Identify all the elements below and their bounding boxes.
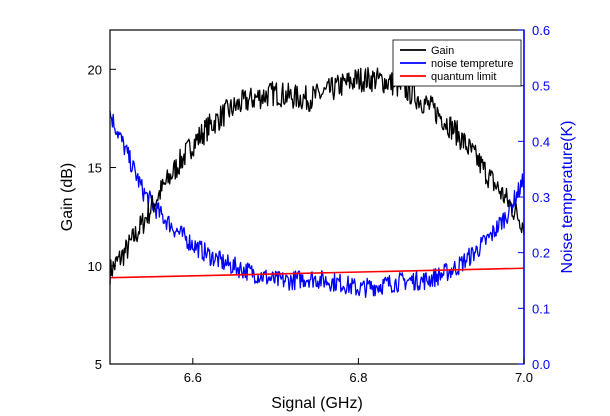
y-left-tick-label-3: 20 <box>88 62 102 77</box>
x-tick-label-0: 6.6 <box>184 370 202 385</box>
y-right-tick-label-6: 0.6 <box>532 23 550 38</box>
y-right-tick-label-0: 0.0 <box>532 357 550 372</box>
y-left-axis-title: Gain (dB) <box>59 163 76 231</box>
y-right-tick-label-5: 0.5 <box>532 79 550 94</box>
legend-label-quantum-limit: quantum limit <box>431 71 496 83</box>
y-right-tick-label-3: 0.3 <box>532 190 550 205</box>
y-right-axis-ticks: 0.0 0.1 0.2 0.3 0.4 0.5 0.6 <box>518 23 550 372</box>
y-left-axis-ticks: 5 10 15 20 <box>88 62 116 372</box>
y-right-tick-label-2: 0.2 <box>532 246 550 261</box>
series-line-noise-temperature <box>109 110 525 298</box>
y-right-tick-label-4: 0.4 <box>532 134 550 149</box>
series-line-quantum-limit <box>109 267 525 279</box>
y-left-tick-label-0: 5 <box>95 357 102 372</box>
y-left-tick-label-1: 10 <box>88 259 102 274</box>
y-left-tick-label-2: 15 <box>88 161 102 176</box>
legend-label-gain: Gain <box>431 45 454 57</box>
y-right-tick-label-1: 0.1 <box>532 301 550 316</box>
legend: Gain noise tempreture quantum limit <box>392 39 522 87</box>
series-line-gain <box>109 67 525 285</box>
y-right-axis-title: Noise temperature(K) <box>559 121 576 274</box>
series-layer <box>109 67 525 298</box>
x-tick-label-2: 7.0 <box>515 370 533 385</box>
legend-label-noise-temperature: noise tempreture <box>431 58 514 70</box>
x-axis-title: Signal (GHz) <box>271 395 363 412</box>
x-tick-label-1: 6.8 <box>349 370 367 385</box>
x-axis-ticks: 6.6 6.8 7.0 <box>184 358 533 385</box>
